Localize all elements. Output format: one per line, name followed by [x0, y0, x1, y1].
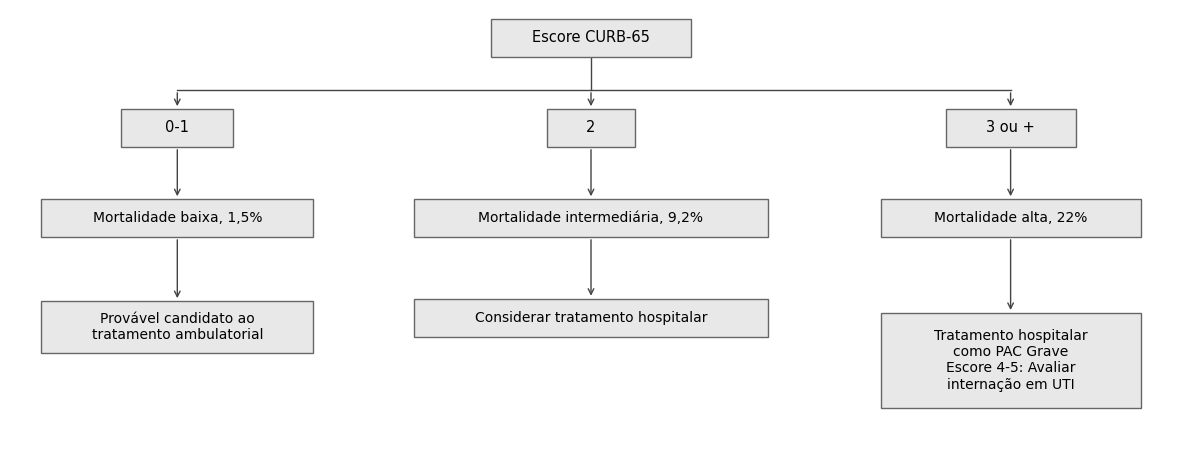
FancyBboxPatch shape [41, 301, 313, 353]
Text: 0-1: 0-1 [165, 120, 189, 136]
Text: Escore CURB-65: Escore CURB-65 [532, 30, 650, 46]
Text: Considerar tratamento hospitalar: Considerar tratamento hospitalar [475, 310, 707, 325]
Text: Provável candidato ao
tratamento ambulatorial: Provável candidato ao tratamento ambulat… [91, 312, 264, 342]
FancyBboxPatch shape [414, 299, 768, 337]
FancyBboxPatch shape [41, 199, 313, 237]
FancyBboxPatch shape [946, 109, 1076, 147]
FancyBboxPatch shape [546, 109, 636, 147]
Text: Mortalidade alta, 22%: Mortalidade alta, 22% [934, 211, 1087, 225]
Text: 3 ou +: 3 ou + [986, 120, 1035, 136]
Text: 2: 2 [586, 120, 596, 136]
FancyBboxPatch shape [491, 19, 691, 57]
Text: Mortalidade intermediária, 9,2%: Mortalidade intermediária, 9,2% [479, 211, 703, 225]
FancyBboxPatch shape [121, 109, 234, 147]
FancyBboxPatch shape [881, 199, 1141, 237]
FancyBboxPatch shape [414, 199, 768, 237]
Text: Tratamento hospitalar
como PAC Grave
Escore 4-5: Avaliar
internação em UTI: Tratamento hospitalar como PAC Grave Esc… [934, 329, 1087, 392]
Text: Mortalidade baixa, 1,5%: Mortalidade baixa, 1,5% [92, 211, 262, 225]
FancyBboxPatch shape [881, 313, 1141, 408]
